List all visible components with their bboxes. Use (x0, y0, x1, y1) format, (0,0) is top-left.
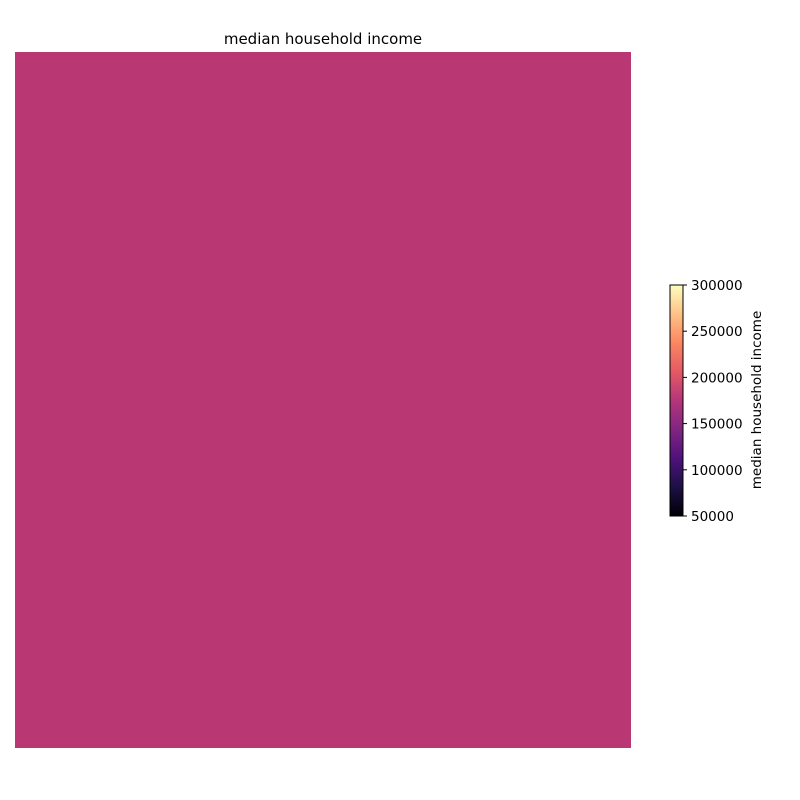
chart-title: median household income (224, 30, 422, 48)
colorbar-tick-label: 250000 (691, 324, 743, 340)
colorbar-tick-label: 150000 (691, 417, 743, 433)
colorbar-tick-label: 50000 (691, 509, 734, 525)
heatmap-cell (15, 52, 631, 748)
colorbar-tick-label: 100000 (691, 463, 743, 479)
colorbar-tick-label: 300000 (691, 278, 743, 294)
colorbar: 50000 100000 150000 200000 250000 300000 medi… (669, 278, 765, 525)
colorbar-gradient (669, 284, 684, 517)
colorbar-label: median household income (749, 311, 765, 489)
colorbar-tick-label: 200000 (691, 370, 743, 386)
heatmap-plot-area (15, 52, 631, 748)
